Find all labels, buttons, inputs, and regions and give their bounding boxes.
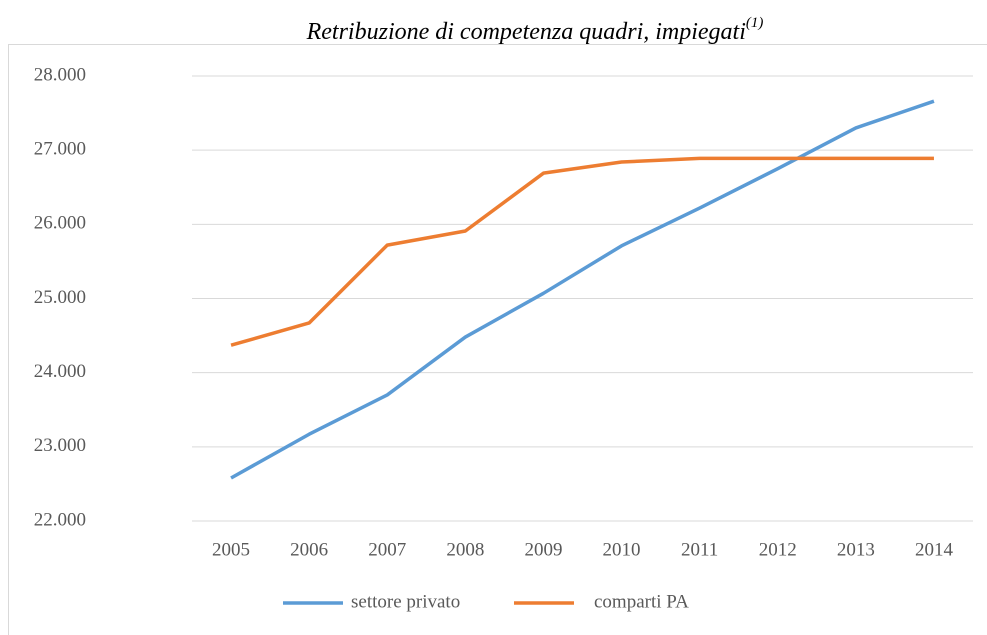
- x-tick-label: 2009: [524, 539, 562, 560]
- legend-label: settore privato: [351, 591, 460, 612]
- series-line: [230, 156, 934, 347]
- chart-title: Retribuzione di competenza quadri, impie…: [306, 15, 764, 44]
- y-tick-label: 23.000: [34, 435, 86, 456]
- x-tick-label: 2014: [915, 539, 954, 560]
- x-tick-label: 2013: [837, 539, 875, 560]
- title-note: (1): [746, 15, 764, 31]
- x-tick-label: 2008: [446, 539, 484, 560]
- y-tick-label: 27.000: [34, 139, 86, 160]
- y-tick-label: 28.000: [34, 64, 86, 85]
- y-tick-label: 22.000: [34, 509, 86, 530]
- y-tick-label: 25.000: [34, 287, 86, 308]
- x-tick-label: 2006: [290, 539, 328, 560]
- y-tick-label: 26.000: [34, 213, 86, 234]
- chart-border: [8, 44, 987, 635]
- x-tick-label: 2010: [603, 539, 641, 560]
- legend-label: comparti PA: [594, 591, 689, 612]
- x-tick-label: 2005: [212, 539, 250, 560]
- series-line: [230, 99, 935, 480]
- x-tick-label: 2011: [681, 539, 718, 560]
- x-tick-label: 2007: [368, 539, 406, 560]
- title-text: Retribuzione di competenza quadri, impie…: [306, 19, 746, 45]
- x-tick-label: 2012: [759, 539, 797, 560]
- y-tick-label: 24.000: [34, 361, 86, 382]
